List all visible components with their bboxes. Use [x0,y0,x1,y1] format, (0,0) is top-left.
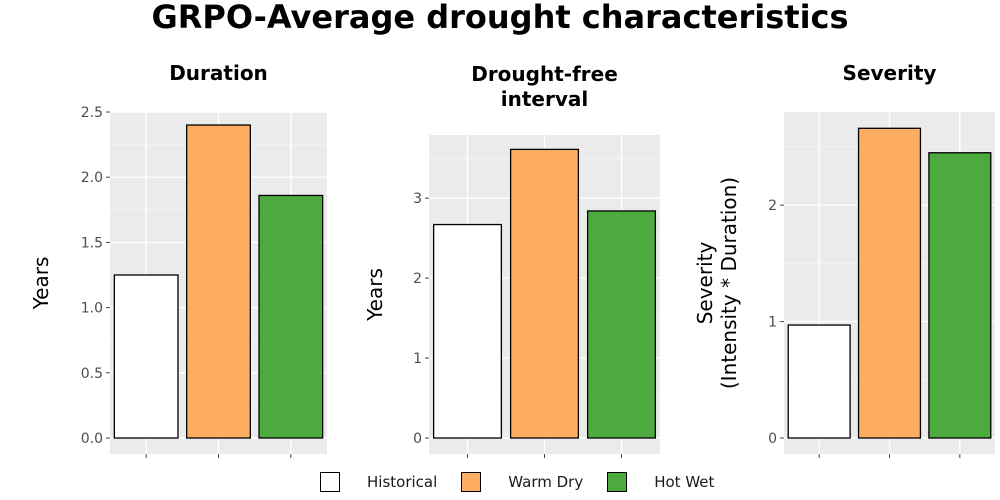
legend-swatch [461,472,482,492]
legend-swatch [320,472,340,492]
bar-hot-wet [928,152,992,439]
y-tick-label: 1 [413,351,422,367]
panel-title: Drought-free interval [471,62,618,111]
legend-swatch [607,472,628,492]
y-tick-label: 3 [413,191,422,207]
panel-3: Severity 0 1 2 Severity(Intensity * Duration… [693,61,995,458]
bar-historical [113,274,179,439]
y-tick-label: 0.5 [81,366,103,382]
legend-label: Warm Dry [508,473,584,491]
bar-warm-dry [509,148,580,439]
bar-warm-dry [857,127,922,439]
bar-hot-wet [258,194,324,439]
panel-title: Severity [843,61,937,85]
y-tick-label: 1.0 [81,301,103,317]
legend-item: Historical [320,472,437,492]
chart-title: GRPO-Average drought characteristics [151,0,848,36]
y-axis-label: Years [363,268,387,322]
y-tick-label: 2.5 [81,105,103,121]
bar-historical [432,223,503,439]
panel-1: Duration 0.0 0.5 1.0 1.5 2.0 2.5 Years [29,61,327,458]
legend-item: Warm Dry [461,472,583,492]
y-tick-label: 2.0 [81,170,103,186]
bar-hot-wet [586,210,657,439]
y-tick-label: 2 [413,271,422,287]
panel-title: Duration [169,61,268,85]
y-tick-label: 0 [768,431,777,447]
y-tick-label: 1.5 [81,235,103,251]
y-axis-label: Severity(Intensity * Duration) [693,177,741,389]
chart: GRPO-Average drought characteristics Dura… [29,0,995,458]
panel-2: Drought-free interval 0 1 2 3 Years [363,62,660,458]
legend-label: Historical [367,473,438,491]
y-axis-label: Years [29,257,53,311]
y-tick-label: 0.0 [81,431,103,447]
y-tick-label: 2 [768,198,777,214]
bar-warm-dry [186,124,251,439]
y-tick-label: 0 [413,431,422,447]
legend: Historical Warm Dry Hot Wet [320,470,738,494]
legend-item: Hot Wet [607,472,714,492]
legend-label: Hot Wet [654,473,715,491]
y-tick-label: 1 [768,315,777,331]
bar-historical [787,324,851,439]
